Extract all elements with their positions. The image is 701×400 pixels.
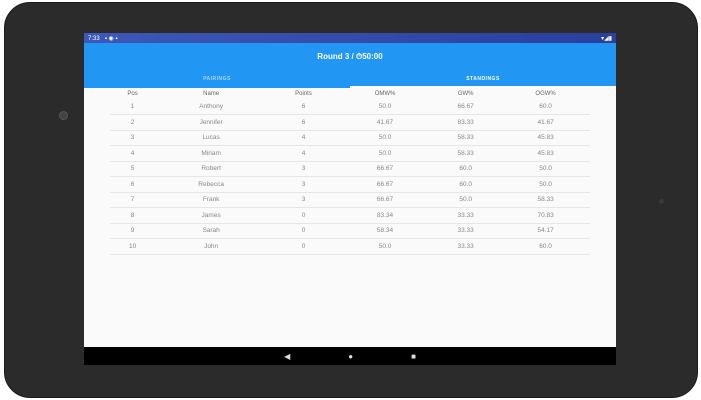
timer-icon: ⏱ (355, 52, 363, 61)
column-header: OGW% (535, 91, 556, 97)
table-cell: 33.33 (430, 238, 502, 255)
table-cell: Lucas (155, 130, 268, 146)
table-cell: 0 (267, 238, 340, 255)
table-cell: 70.83 (501, 207, 590, 224)
table-cell: 2 (110, 114, 156, 131)
table-cell: 45.83 (501, 130, 590, 146)
navigation-bar: ◀ ● ■ (84, 347, 616, 365)
table-cell: 45.83 (501, 145, 590, 162)
table-cell: 8 (110, 207, 156, 224)
page-title: Round 3 / ⏱50:00 (317, 52, 383, 61)
table-cell: 66.67 (339, 161, 431, 177)
table-cell: 3 (267, 161, 340, 177)
home-button[interactable]: ● (348, 351, 354, 361)
table-cell: 33.33 (430, 223, 502, 239)
table-cell: John (155, 238, 268, 255)
table-cell: 9 (110, 223, 156, 239)
table-cell: 6 (267, 99, 340, 115)
table-cell: 54.17 (501, 223, 590, 239)
table-cell: Robert (155, 161, 268, 177)
table-cell: 7 (110, 192, 156, 208)
table-cell: 4 (267, 130, 340, 146)
table-cell: 6 (110, 176, 156, 193)
table-cell: 50.0 (430, 192, 502, 208)
table-cell: 58.33 (430, 130, 502, 146)
table-cell: Anthony (155, 99, 268, 115)
status-bar: 7:33 ▪ ◉ ▪ ▾◢▮ (84, 33, 616, 43)
table-cell: 33.33 (430, 207, 502, 224)
column-header: Name (203, 91, 220, 97)
table-row: 3 Lucas 4 50.0 58.33 45.83 (110, 130, 590, 146)
back-button[interactable]: ◀ (284, 351, 291, 361)
table-row: 5 Robert 3 66.67 60.0 50.0 (110, 161, 590, 177)
table-cell: 0 (267, 223, 340, 239)
notification-icon: ▪ ◉ ▪ (104, 35, 118, 42)
table-cell: 60.0 (430, 176, 502, 193)
table-cell: 41.67 (501, 114, 590, 131)
table-cell: 10 (110, 238, 156, 255)
table-cell: 3 (110, 130, 156, 146)
tab-bar: PAIRINGS STANDINGS (84, 70, 616, 88)
table-cell: 4 (267, 145, 340, 162)
table-cell: James (155, 207, 268, 224)
wifi-signal-battery-icon: ▾◢▮ (601, 35, 612, 42)
standings-table: Pos Name Points OMW% GW% OGW% 1 Anthony 6 50.0 66… (110, 89, 590, 255)
table-cell: 1 (110, 99, 156, 115)
table-cell: 50.0 (339, 238, 431, 255)
table-cell: 0 (267, 207, 340, 224)
table-cell: 66.67 (430, 99, 502, 115)
table-cell: Miriam (155, 145, 268, 162)
column-header: Points (295, 91, 312, 97)
table-cell: 41.67 (339, 114, 431, 131)
table-cell: 50.0 (339, 145, 431, 162)
table-row: 2 Jennifer 6 41.67 83.33 41.67 (110, 114, 590, 131)
tab-standings[interactable]: STANDINGS (350, 70, 616, 88)
table-cell: 50.0 (501, 161, 590, 177)
table-cell: Jennifer (155, 114, 268, 131)
tab-pairings[interactable]: PAIRINGS (203, 76, 231, 82)
table-cell: 50.0 (339, 99, 431, 115)
app-bar: Round 3 / ⏱50:00 PAIRINGS STANDINGS (84, 43, 616, 88)
table-cell: 50.0 (501, 176, 590, 193)
table-cell: 58.33 (430, 145, 502, 162)
table-cell: 6 (267, 114, 340, 131)
screen: 7:33 ▪ ◉ ▪ ▾◢▮ Round 3 / ⏱50:00 PAIRINGS S… (84, 33, 616, 365)
table-row: 8 James 0 83.34 33.33 70.83 (110, 207, 590, 224)
status-time: 7:33 (88, 35, 100, 42)
table-cell: Sarah (155, 223, 268, 239)
table-cell: 83.34 (339, 207, 431, 224)
table-row: 10 John 0 50.0 33.33 60.0 (110, 238, 590, 255)
table-cell: 60.0 (501, 99, 590, 115)
table-cell: 58.34 (339, 223, 431, 239)
table-cell: 5 (110, 161, 156, 177)
table-cell: 3 (267, 176, 340, 193)
table-cell: 50.0 (339, 130, 431, 146)
table-cell: 83.33 (430, 114, 502, 131)
table-row: 7 Frank 3 66.67 50.0 58.33 (110, 192, 590, 208)
table-cell: Frank (155, 192, 268, 208)
table-row: 6 Rebecca 3 66.67 60.0 50.0 (110, 176, 590, 193)
recents-button[interactable]: ■ (411, 351, 416, 361)
table-cell: 58.33 (501, 192, 590, 208)
table-header: Pos Name Points OMW% GW% OGW% (110, 89, 590, 99)
column-header: OMW% (374, 91, 396, 97)
column-header: GW% (457, 91, 474, 97)
sensor (659, 199, 664, 204)
table-cell: 3 (267, 192, 340, 208)
column-header: Pos (127, 91, 138, 97)
round-timer: 50:00 (362, 52, 383, 61)
table-cell: 60.0 (501, 238, 590, 255)
table-cell: 66.67 (339, 176, 431, 193)
camera (59, 111, 68, 120)
table-cell: 66.67 (339, 192, 431, 208)
table-cell: Rebecca (155, 176, 268, 193)
table-row: 4 Miriam 4 50.0 58.33 45.83 (110, 145, 590, 162)
table-row: 1 Anthony 6 50.0 66.67 60.0 (110, 99, 590, 115)
table-cell: 4 (110, 145, 156, 162)
table-row: 9 Sarah 0 58.34 33.33 54.17 (110, 223, 590, 239)
table-cell: 60.0 (430, 161, 502, 177)
